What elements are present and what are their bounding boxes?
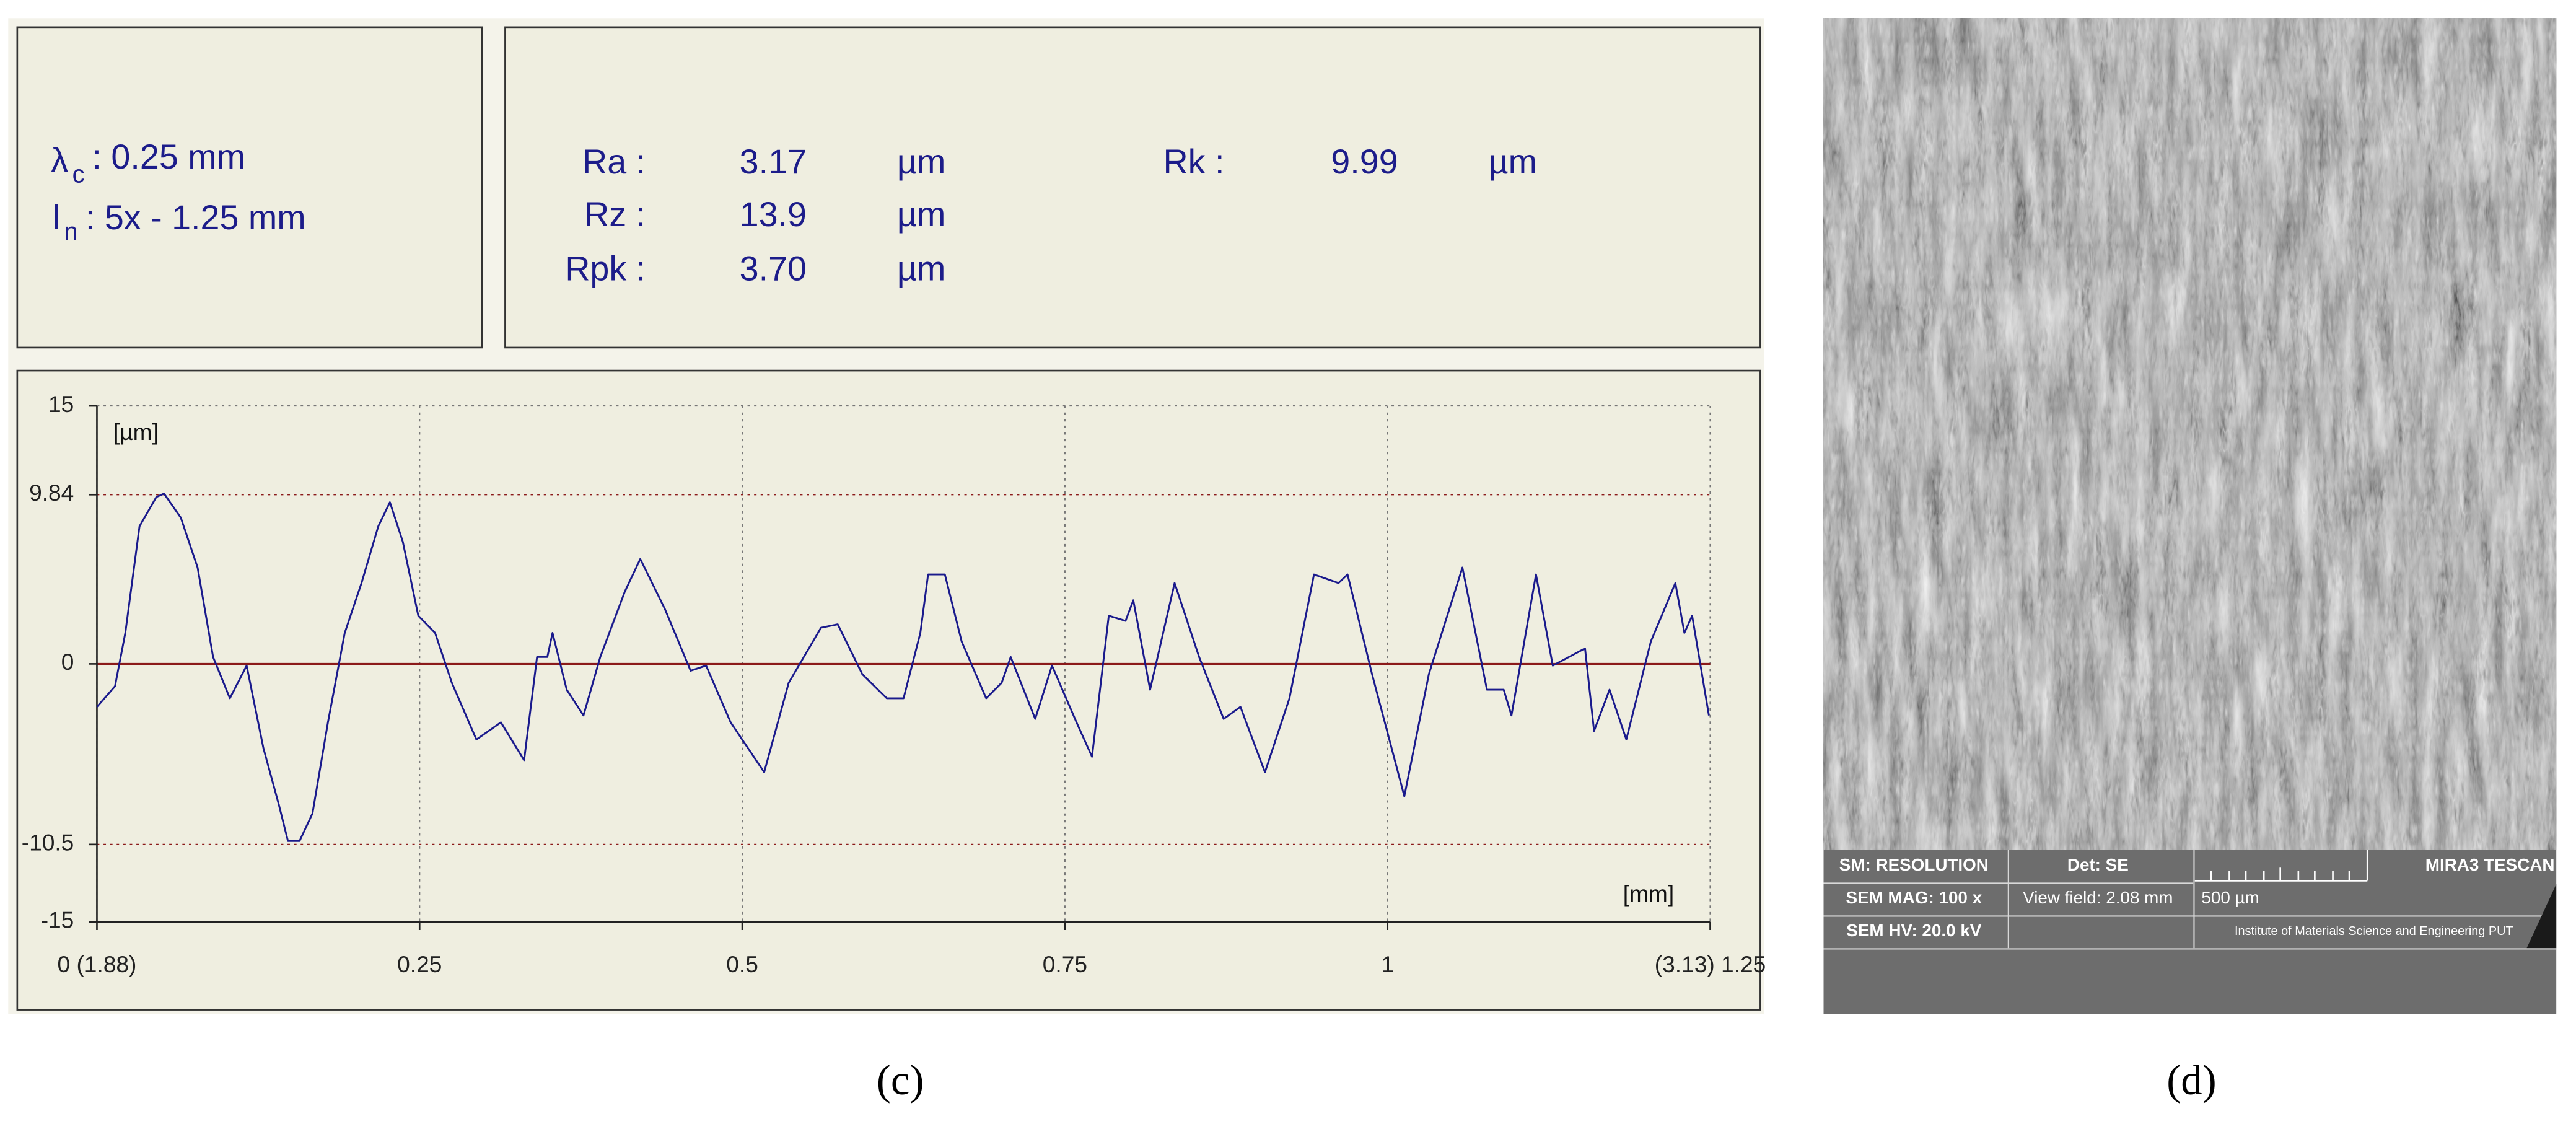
sem-image <box>1823 18 2557 850</box>
parameter-unit: µm <box>897 195 945 234</box>
parameter-unit: µm <box>897 143 945 181</box>
y-tick-label: -10.5 <box>22 830 74 856</box>
sem-view-field: View field: 2.08 mm <box>2023 888 2173 907</box>
y-unit: [µm] <box>113 419 159 445</box>
length-subscript: n <box>64 218 77 245</box>
sem-institute: Institute of Materials Science and Engin… <box>2235 924 2513 938</box>
parameter-name: Rz : <box>584 195 646 234</box>
cutoff-value: : 0.25 mm <box>92 138 246 176</box>
cutoff-symbol: λ <box>51 141 68 179</box>
x-tick-label: (3.13) 1.25 <box>1655 951 1766 977</box>
sem-info-bar <box>1823 850 2557 1014</box>
y-tick-label: 0 <box>61 649 74 675</box>
y-tick-label: 15 <box>48 391 74 417</box>
length-symbol: l <box>53 198 60 237</box>
length-value: : 5x - 1.25 mm <box>85 198 306 237</box>
x-tick-label: 1 <box>1381 951 1394 977</box>
parameter-value: 9.99 <box>1331 143 1398 181</box>
sem-scale: 500 µm <box>2201 888 2259 907</box>
x-tick-label: 0 (1.88) <box>58 951 137 977</box>
sem-scale-bar <box>2194 850 2368 882</box>
sem-logo <box>2526 884 2557 949</box>
y-tick-label: -15 <box>41 907 74 933</box>
cutoff-subscript: c <box>72 160 85 188</box>
parameter-name: Rk : <box>1163 143 1224 181</box>
parameter-value: 3.70 <box>740 249 807 288</box>
x-tick-label: 0.25 <box>397 951 442 977</box>
parameter-value: 13.9 <box>740 195 807 234</box>
y-tick-label: 9.84 <box>29 480 74 506</box>
caption: (d) <box>2166 1056 2216 1104</box>
caption: (c) <box>877 1056 924 1104</box>
x-tick-label: 0.75 <box>1043 951 1087 977</box>
sem-info-lines <box>1823 850 2557 950</box>
sem-brand: MIRA3 TESCAN <box>2425 855 2555 874</box>
plot-box <box>16 369 1761 1011</box>
x-tick-label: 0.5 <box>726 951 758 977</box>
parameter-value: 3.17 <box>740 143 807 181</box>
sem-mode: SM: RESOLUTION <box>1839 855 1989 874</box>
parameter-name: Ra : <box>582 143 646 181</box>
parameter-unit: µm <box>897 249 945 288</box>
parameter-unit: µm <box>1489 143 1537 181</box>
profile-line <box>96 493 1710 842</box>
parameter-name: Rpk : <box>565 249 646 288</box>
sem-detector: Det: SE <box>2067 855 2129 874</box>
roughness-box <box>504 26 1761 349</box>
x-unit: [mm] <box>1623 880 1674 907</box>
parameter-box <box>16 26 483 349</box>
sem-magnification: SEM MAG: 100 x <box>1846 888 1982 907</box>
sem-voltage: SEM HV: 20.0 kV <box>1846 921 1982 940</box>
